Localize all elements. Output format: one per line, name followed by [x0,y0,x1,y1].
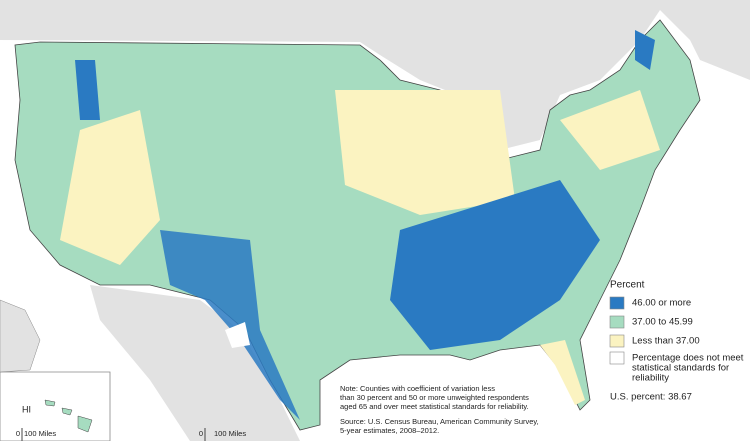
legend: Percent 46.00 or more 37.00 to 45.99 Less … [609,280,744,384]
legend-swatch [609,315,625,329]
scale-zero: 0 [16,429,20,438]
low-region [60,110,160,265]
high-region [390,180,600,350]
us-percent: U.S. percent: 38.67 [610,392,692,403]
mexico [90,285,300,441]
low-region [540,340,585,405]
legend-label: statistical standards for [632,363,729,374]
high-region [160,230,300,420]
scale-label: 100 Miles [24,429,56,438]
legend-label: reliability [632,373,669,384]
unreliable-region [225,322,250,348]
legend-swatch [609,351,625,365]
notes: Note: Counties with coefficient of varia… [340,384,539,435]
legend-label: 46.00 or more [632,298,691,309]
source-line: Source: U.S. Census Bureau, American Com… [340,417,539,426]
note-line: aged 65 and over meet statistical standa… [340,402,529,411]
note-line: than 30 percent and 50 or more unweighte… [340,393,529,402]
legend-swatch [609,296,625,310]
low-region [335,90,515,215]
low-region [560,90,660,170]
legend-label: Percentage does not meet [632,353,744,364]
high-region [635,30,655,70]
scale-bars: 0 100 Miles 0 100 Miles [16,428,246,441]
inset-label: HI [22,404,31,414]
high-region [75,60,100,120]
legend-label: Less than 37.00 [632,336,700,347]
legend-swatch [609,334,625,348]
source-line: 5-year estimates, 2008–2012. [340,426,439,435]
county-patches [60,30,660,420]
hawaii-islands [44,399,93,433]
alaska-inset [0,299,41,373]
legend-title: Percent [610,280,645,291]
scale-zero: 0 [199,429,203,438]
note-line: Note: Counties with coefficient of varia… [340,384,495,393]
legend-label: 37.00 to 45.99 [632,317,693,328]
us-counties [14,19,701,431]
scale-label: 100 Miles [214,429,246,438]
canada [0,0,750,150]
